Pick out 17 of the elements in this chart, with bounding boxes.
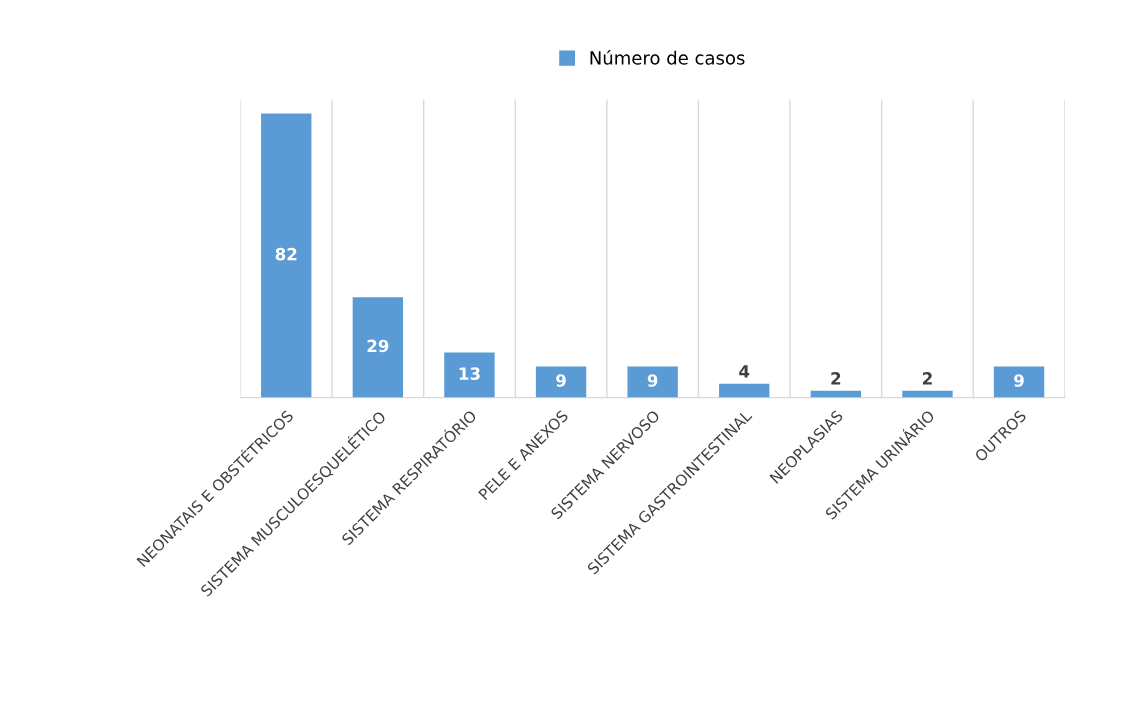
data-label: 9 [647,374,658,387]
data-label: 4 [739,365,750,378]
data-label: 13 [459,367,480,380]
data-label: 9 [556,374,566,387]
data-label: 2 [922,372,932,385]
data-label: 82 [275,247,297,261]
bar [993,366,1045,398]
data-label: 29 [367,339,389,353]
bar [261,113,312,398]
bar [627,366,678,398]
data-label: 2 [831,372,841,385]
bar [444,352,495,398]
bar [352,297,404,398]
bar [535,366,587,398]
bar [719,383,770,398]
legend-label: Número de casos [590,50,745,65]
data-label: 9 [1014,374,1024,387]
